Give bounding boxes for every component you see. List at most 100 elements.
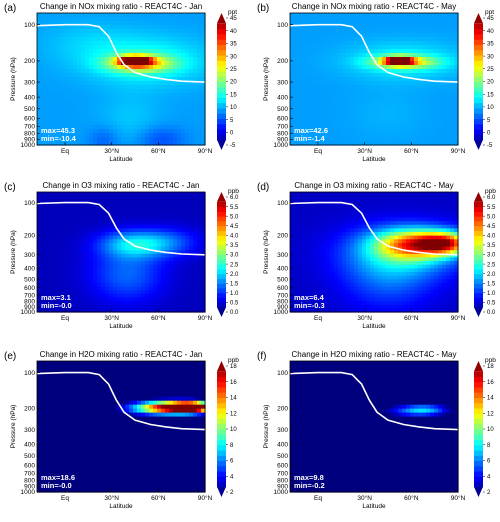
heatmap-cell xyxy=(45,279,50,284)
heatmap-cell xyxy=(145,81,150,86)
heatmap-cell xyxy=(81,109,86,114)
heatmap-cell xyxy=(454,33,459,38)
heatmap-cell xyxy=(346,17,351,22)
heatmap-cell xyxy=(350,89,355,94)
heatmap-cell xyxy=(57,195,62,200)
heatmap-cell xyxy=(41,304,46,309)
heatmap-cell xyxy=(77,199,82,204)
heatmap-cell xyxy=(394,61,399,66)
heatmap-cell xyxy=(113,57,118,62)
heatmap-cell xyxy=(157,228,162,233)
heatmap-cell xyxy=(37,13,42,18)
heatmap-cell xyxy=(338,73,343,78)
heatmap-cell xyxy=(57,301,62,306)
heatmap-cell xyxy=(314,275,319,280)
heatmap-cell xyxy=(37,301,42,306)
heatmap-cell xyxy=(454,105,459,110)
heatmap-cell xyxy=(442,29,447,34)
heatmap-cell xyxy=(314,279,319,284)
heatmap-cell xyxy=(129,261,134,266)
heatmap-cell xyxy=(65,261,70,266)
heatmap-cell xyxy=(141,81,146,86)
heatmap-cell xyxy=(61,13,66,18)
heatmap-cell xyxy=(85,235,90,240)
heatmap-cell xyxy=(81,33,86,38)
heatmap-cell xyxy=(141,224,146,229)
heatmap-cell xyxy=(334,224,339,229)
heatmap-cell xyxy=(410,57,415,62)
heatmap-cell xyxy=(398,137,403,142)
heatmap-cell xyxy=(302,286,307,291)
heatmap-cell xyxy=(173,217,178,222)
heatmap-cell xyxy=(442,125,447,130)
heatmap-cell xyxy=(430,37,435,42)
heatmap-cell xyxy=(129,282,134,288)
heatmap-cell xyxy=(101,279,106,284)
heatmap-cell xyxy=(181,301,186,306)
heatmap-cell xyxy=(318,133,323,138)
heatmap-cell xyxy=(197,45,202,50)
heatmap-cell xyxy=(177,101,182,106)
heatmap-cell xyxy=(89,77,94,82)
heatmap-cell xyxy=(53,133,58,138)
heatmap-cell xyxy=(37,242,42,248)
heatmap-cell xyxy=(113,97,118,102)
heatmap-cell xyxy=(77,304,82,309)
heatmap-cell xyxy=(362,45,367,50)
heatmap-cell xyxy=(334,57,339,62)
heatmap-cell xyxy=(149,109,154,114)
heatmap-cell xyxy=(302,13,307,18)
heatmap-cell xyxy=(306,53,311,58)
heatmap-cell xyxy=(406,117,411,122)
heatmap-cell xyxy=(113,105,118,110)
heatmap-cell xyxy=(85,117,90,122)
heatmap-cell xyxy=(41,279,46,284)
heatmap-cell xyxy=(141,45,146,50)
heatmap-cell xyxy=(346,93,351,98)
max-value-label: max=42.6 xyxy=(294,126,328,135)
heatmap-cell xyxy=(53,308,58,313)
heatmap-cell xyxy=(181,213,186,219)
heatmap-cell xyxy=(93,253,98,259)
heatmap-cell xyxy=(350,239,355,244)
heatmap-cell xyxy=(57,61,62,66)
heatmap-cell xyxy=(93,264,98,269)
heatmap-cell xyxy=(454,65,459,70)
heatmap-cell xyxy=(37,17,42,22)
heatmap-cell xyxy=(169,89,174,94)
heatmap-cell xyxy=(77,97,82,102)
heatmap-cell xyxy=(53,77,58,82)
heatmap-cell xyxy=(121,53,126,58)
heatmap-cell xyxy=(197,235,202,240)
heatmap-cell xyxy=(85,89,90,94)
heatmap-cell xyxy=(374,113,379,118)
heatmap-cell xyxy=(201,69,206,74)
heatmap-cell xyxy=(338,93,343,98)
heatmap-cell xyxy=(45,304,50,309)
heatmap-cell xyxy=(149,13,154,18)
heatmap-cell xyxy=(153,239,158,244)
heatmap-cell xyxy=(358,113,363,118)
heatmap-cell xyxy=(89,33,94,38)
heatmap-cell xyxy=(294,282,299,288)
heatmap-cell xyxy=(314,105,319,110)
heatmap-cell xyxy=(201,210,206,215)
heatmap-cell xyxy=(346,250,351,255)
heatmap-cell xyxy=(109,45,114,50)
heatmap-cell xyxy=(410,101,415,106)
heatmap-cell xyxy=(322,21,327,26)
heatmap-cell xyxy=(173,192,178,197)
heatmap-cell xyxy=(370,65,375,70)
heatmap-cell xyxy=(406,133,411,138)
heatmap-cell xyxy=(358,221,363,226)
heatmap-cell xyxy=(161,275,166,280)
heatmap-cell xyxy=(322,53,327,58)
heatmap-cell xyxy=(61,250,66,255)
heatmap-cell xyxy=(430,109,435,114)
heatmap-cell xyxy=(105,279,110,284)
heatmap-cell xyxy=(294,264,299,269)
heatmap-cell xyxy=(137,17,142,22)
x-tick-label: 60°N xyxy=(404,147,419,155)
heatmap-cell xyxy=(109,21,114,26)
heatmap-cell xyxy=(193,101,198,106)
